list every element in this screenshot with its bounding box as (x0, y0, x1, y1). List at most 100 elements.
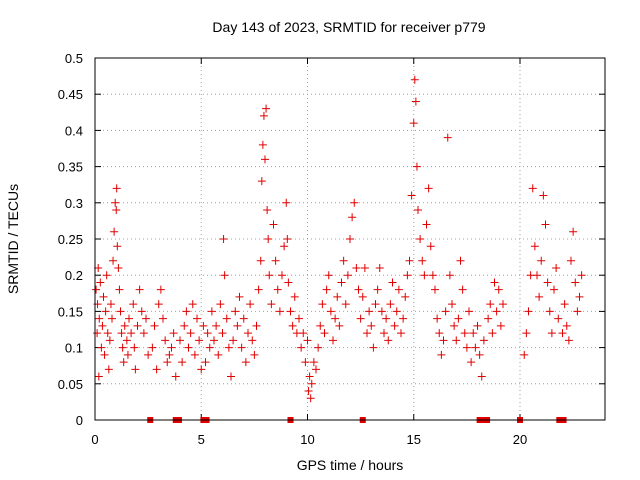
y-tick-label: 0.15 (58, 304, 83, 319)
data-point (257, 177, 266, 186)
data-point (492, 307, 501, 316)
data-point (201, 358, 210, 367)
data-point (573, 307, 582, 316)
data-point (545, 307, 554, 316)
data-point (112, 206, 121, 215)
data-point (407, 191, 416, 200)
data-point (199, 321, 208, 330)
data-point (337, 278, 346, 287)
data-point (184, 343, 193, 352)
data-point (410, 75, 419, 84)
data-point (363, 329, 371, 338)
data-point (98, 321, 107, 330)
data-point (180, 321, 189, 330)
data-point (241, 358, 250, 367)
data-point (237, 343, 246, 352)
data-point (305, 372, 314, 381)
data-point (367, 321, 376, 330)
data-point (375, 263, 384, 272)
data-point (539, 191, 548, 200)
data-point (322, 285, 331, 294)
data-point (259, 111, 268, 120)
data-point (346, 235, 354, 243)
y-tick-label: 0.05 (58, 377, 83, 392)
data-point (403, 271, 412, 280)
x-tick-label: 20 (513, 432, 527, 447)
data-point (490, 278, 499, 287)
data-point (567, 256, 575, 265)
data-point (148, 343, 157, 352)
data-point (159, 314, 167, 323)
data-point (96, 278, 105, 287)
data-point (280, 242, 289, 251)
data-point (142, 314, 150, 323)
data-point (494, 285, 503, 294)
data-point (262, 104, 271, 113)
data-point (324, 271, 333, 280)
data-point (318, 300, 327, 309)
data-point (543, 278, 552, 287)
y-tick-label: 0 (76, 413, 83, 428)
data-point (219, 235, 228, 243)
data-point (448, 300, 456, 309)
data-point (125, 314, 133, 323)
data-point (203, 329, 212, 338)
data-point (571, 278, 580, 287)
data-point (114, 263, 123, 272)
data-point (113, 242, 122, 251)
data-point (297, 343, 306, 352)
data-point (256, 256, 265, 265)
data-point (382, 314, 391, 323)
data-point (261, 155, 269, 164)
data-point (418, 256, 427, 265)
data-point (530, 242, 539, 251)
data-point (399, 314, 408, 323)
data-point (227, 372, 235, 381)
data-point (97, 343, 106, 352)
data-point (284, 278, 293, 287)
data-point (445, 271, 454, 280)
data-point (475, 350, 484, 359)
data-point (339, 256, 348, 265)
data-point (301, 358, 310, 367)
data-point (269, 220, 278, 229)
data-point (552, 263, 561, 272)
data-point (94, 372, 103, 381)
data-point (150, 321, 159, 330)
x-tick-label: 0 (91, 432, 98, 447)
data-point (250, 350, 259, 359)
data-point (104, 365, 113, 374)
data-point (541, 220, 550, 229)
data-point (433, 314, 442, 323)
data-point (265, 271, 274, 280)
data-point (416, 235, 425, 243)
data-point (197, 365, 206, 374)
data-point (424, 184, 433, 193)
data-point (354, 285, 363, 294)
data-point (401, 292, 410, 301)
x-tick-label: 15 (407, 432, 421, 447)
data-point (112, 184, 121, 193)
data-point (108, 314, 116, 323)
data-point (275, 307, 284, 316)
y-tick-label: 0.2 (65, 268, 83, 283)
data-point (533, 271, 541, 280)
data-point (283, 235, 292, 243)
data-point (422, 220, 431, 229)
chart-title: Day 143 of 2023, SRMTID for receiver p77… (212, 19, 485, 35)
data-point (99, 292, 108, 301)
data-point (411, 97, 420, 106)
data-point (190, 350, 199, 359)
data-point (537, 256, 546, 265)
data-point (316, 321, 325, 330)
data-point (231, 307, 240, 316)
data-point (331, 314, 340, 323)
data-point (210, 336, 218, 345)
data-point (352, 263, 361, 272)
data-point (220, 271, 229, 280)
data-point (562, 321, 571, 330)
x-axis-label: GPS time / hours (297, 457, 404, 473)
data-point (282, 198, 291, 207)
data-point (371, 300, 380, 309)
